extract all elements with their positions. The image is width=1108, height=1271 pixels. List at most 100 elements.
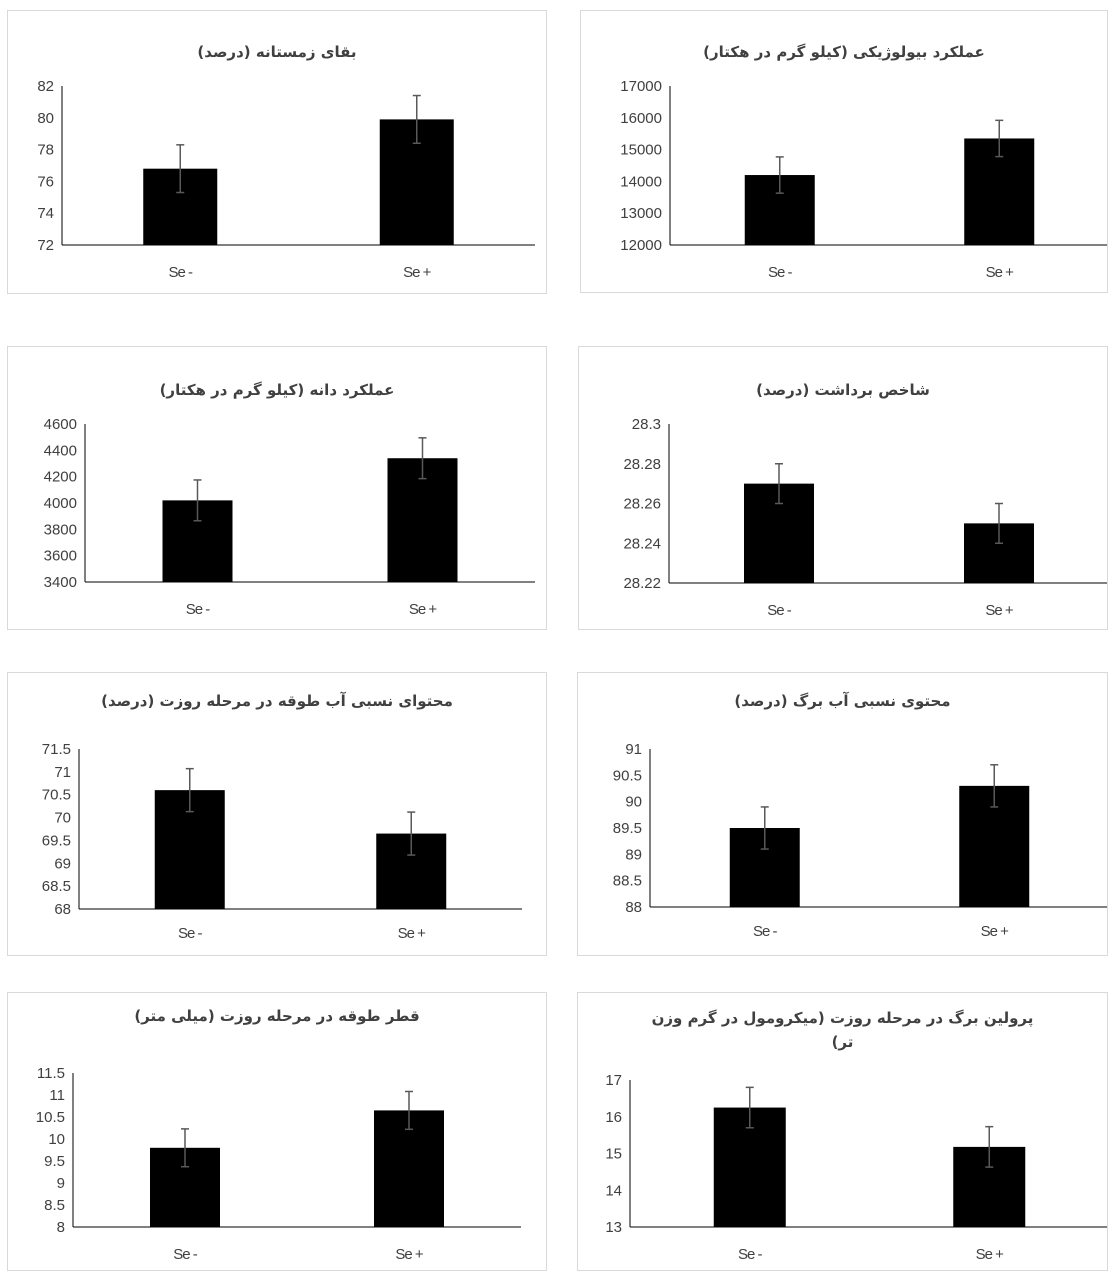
x-category-label: Se +	[398, 925, 427, 942]
error-bar	[745, 1086, 754, 1129]
x-category-label: Se -	[173, 1246, 198, 1263]
chart-title: محتوی نسبی آب برگ (درصد)	[734, 692, 950, 710]
chart-title: تر)	[832, 1033, 854, 1051]
error-bar	[181, 1128, 189, 1168]
chart-panel-7: پرولین برگ در مرحله روزت (میکرومول در گر…	[577, 992, 1108, 1271]
y-tick-label: 76	[37, 173, 54, 190]
chart-panel-6: محتوای نسبی آب طوقه در مرحله روزت (درصد)…	[7, 672, 547, 956]
chart-title: شاخص برداشت (درصد)	[756, 381, 930, 399]
y-tick-label: 8	[57, 1219, 65, 1236]
y-tick-label: 70.5	[42, 787, 71, 804]
x-category-label: Se +	[981, 923, 1010, 940]
y-tick-label: 14	[605, 1182, 622, 1199]
y-tick-label: 4200	[44, 469, 77, 486]
y-tick-label: 74	[37, 205, 54, 222]
y-tick-label: 69.5	[42, 832, 71, 849]
y-tick-label: 12000	[620, 237, 662, 254]
error-bar	[985, 1125, 994, 1168]
y-tick-label: 3800	[44, 521, 77, 538]
chart-title: بقای زمستانه (درصد)	[197, 43, 356, 61]
error-bar	[990, 764, 999, 808]
y-tick-label: 3600	[44, 548, 77, 565]
x-category-label: Se +	[976, 1246, 1005, 1263]
chart-svg: شاخص برداشت (درصد) 28.22 28.24 28.26 28.28 28…	[623, 381, 1107, 619]
x-category-label: Se -	[738, 1246, 763, 1263]
x-category-label: Se -	[178, 925, 203, 942]
y-tick-label: 4000	[44, 495, 77, 512]
y-tick-label: 90	[625, 794, 642, 811]
x-category-label: Se -	[767, 602, 792, 619]
x-category-label: Se -	[768, 264, 793, 281]
error-bar	[418, 437, 427, 480]
y-tick-label: 69	[54, 855, 71, 872]
x-category-label: Se -	[168, 264, 193, 281]
y-tick-label: 88	[625, 899, 642, 916]
y-tick-label: 17	[605, 1072, 622, 1089]
y-tick-label: 72	[37, 237, 54, 254]
chart-panel-3: شاخص برداشت (درصد) 28.22 28.24 28.26 28.28 28…	[578, 346, 1108, 630]
y-tick-label: 4600	[44, 416, 77, 433]
error-bar	[193, 479, 202, 522]
y-tick-label: 8.5	[44, 1197, 65, 1214]
chart-svg: قطر طوقه در مرحله روزت (میلی متر) 8 8.5 9 9.…	[36, 1007, 521, 1263]
chart-panel-8: قطر طوقه در مرحله روزت (میلی متر) 8 8.5 9 9.…	[7, 992, 547, 1271]
y-tick-label: 3400	[44, 574, 77, 591]
chart-title: محتوای نسبی آب طوقه در مرحله روزت (درصد)	[101, 692, 453, 710]
y-tick-label: 71	[54, 764, 71, 781]
y-tick-label: 28.26	[623, 496, 661, 513]
error-bar	[995, 119, 1004, 158]
y-tick-label: 78	[37, 142, 54, 159]
chart-panel-4: عملکرد دانه (کیلو گرم در هکتار) 3400 3600 3…	[7, 346, 547, 630]
y-tick-label: 68	[54, 901, 71, 918]
y-tick-label: 11	[49, 1087, 65, 1104]
y-tick-label: 80	[37, 110, 54, 127]
chart-title: عملکرد دانه (کیلو گرم در هکتار)	[160, 381, 395, 399]
y-tick-label: 10.5	[36, 1109, 65, 1126]
x-category-label: Se +	[985, 602, 1014, 619]
error-bar	[405, 1090, 413, 1131]
x-category-label: Se +	[986, 264, 1015, 281]
y-tick-label: 13	[605, 1219, 622, 1236]
y-tick-label: 91	[625, 741, 642, 758]
x-category-label: Se +	[409, 601, 438, 618]
error-bar	[185, 767, 194, 813]
y-tick-label: 68.5	[42, 878, 71, 895]
error-bar	[775, 463, 783, 505]
y-tick-label: 10	[48, 1131, 65, 1148]
x-category-label: Se +	[403, 264, 432, 281]
y-tick-label: 11.5	[37, 1065, 65, 1082]
error-bar	[760, 806, 769, 850]
chart-title: عملکرد بیولوژیکی (کیلو گرم در هکتار)	[703, 43, 985, 61]
y-tick-label: 9.5	[44, 1153, 65, 1170]
error-bar	[995, 502, 1003, 544]
y-tick-label: 90.5	[613, 767, 642, 784]
y-tick-label: 17000	[620, 78, 662, 95]
y-tick-label: 28.22	[623, 575, 661, 592]
y-tick-label: 16000	[620, 110, 662, 127]
x-category-label: Se -	[753, 923, 778, 940]
y-tick-label: 9	[57, 1175, 65, 1192]
chart-svg: محتوی نسبی آب برگ (درصد) 88 88.5 89 89.5 90 90…	[613, 692, 1107, 940]
chart-svg: بقای زمستانه (درصد) 72 74 76 78 80 82 Se - Se +	[37, 43, 535, 281]
y-tick-label: 14000	[620, 173, 662, 190]
error-bar	[775, 156, 784, 194]
error-bar	[407, 811, 416, 856]
y-tick-label: 28.3	[632, 416, 661, 433]
chart-panel-2: بقای زمستانه (درصد) 72 74 76 78 80 82 Se - Se +	[7, 10, 547, 294]
chart-panel-5: محتوی نسبی آب برگ (درصد) 88 88.5 89 89.5 90 90…	[577, 672, 1108, 956]
chart-svg: عملکرد بیولوژیکی (کیلو گرم در هکتار) 1200…	[620, 43, 1107, 281]
y-tick-label: 82	[37, 78, 54, 95]
y-tick-label: 70	[54, 810, 71, 827]
chart-svg: محتوای نسبی آب طوقه در مرحله روزت (درصد)…	[42, 692, 522, 942]
y-tick-label: 4400	[44, 442, 77, 459]
error-bar	[412, 94, 421, 144]
chart-title: پرولین برگ در مرحله روزت (میکرومول در گر…	[652, 1009, 1034, 1028]
y-tick-label: 88.5	[613, 873, 642, 890]
chart-svg: عملکرد دانه (کیلو گرم در هکتار) 3400 3600 3…	[44, 381, 535, 618]
y-tick-label: 89	[625, 846, 642, 863]
y-tick-label: 15000	[620, 142, 662, 159]
y-tick-label: 15	[605, 1146, 622, 1163]
y-tick-label: 71.5	[42, 741, 71, 758]
y-tick-label: 28.28	[623, 456, 661, 473]
error-bar	[176, 144, 185, 194]
